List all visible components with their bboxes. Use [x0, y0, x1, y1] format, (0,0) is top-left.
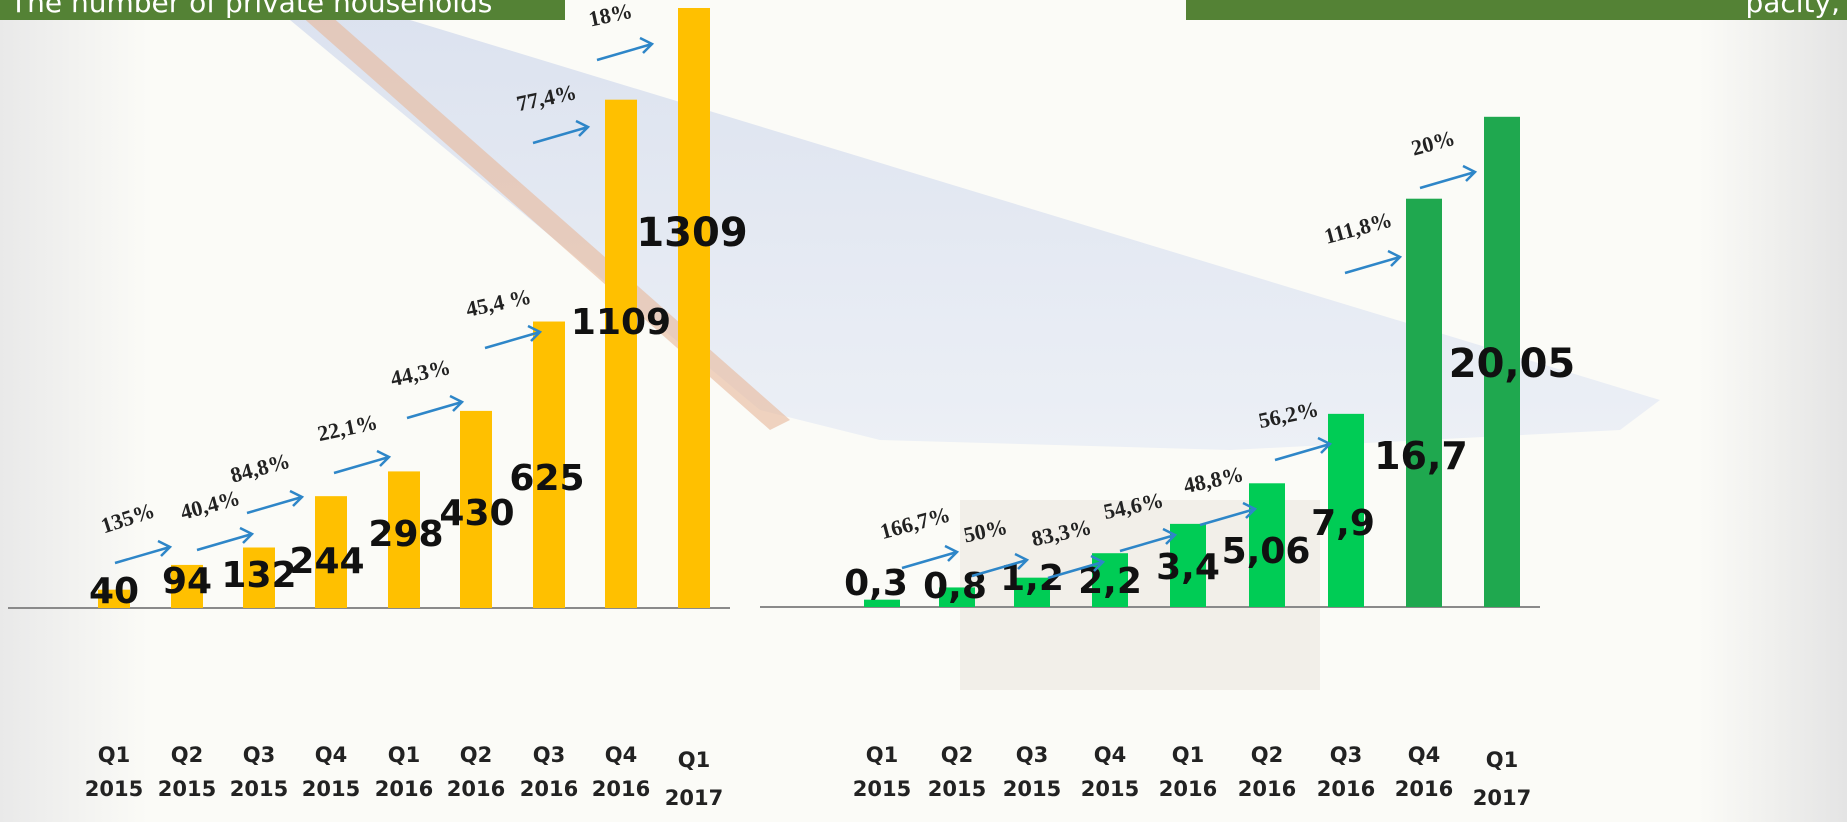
value-label: 430	[439, 493, 514, 534]
x-tick-label-line: 2016	[375, 777, 433, 801]
x-tick-label-line: Q4	[605, 743, 637, 767]
x-tick-label-line: Q1	[1486, 748, 1518, 772]
x-tick-label-line: 2016	[1159, 777, 1217, 801]
x-tick-label-line: 2015	[928, 777, 986, 801]
value-label: 3,4	[1156, 547, 1220, 588]
bar	[605, 100, 637, 608]
x-tick-label-line: 2015	[230, 777, 288, 801]
value-label: 1309	[636, 210, 747, 256]
value-label: 625	[509, 458, 584, 499]
x-tick-label-line: Q1	[388, 743, 420, 767]
value-label: 1109	[571, 302, 671, 343]
x-tick-label-line: 2016	[1238, 777, 1296, 801]
x-tick-label-line: Q2	[1251, 743, 1283, 767]
bar	[1406, 199, 1442, 607]
x-tick-label-line: Q3	[533, 743, 565, 767]
x-tick-label-line: Q1	[1172, 743, 1204, 767]
x-tick-label-line: 2015	[1003, 777, 1061, 801]
x-tick-label-line: Q4	[1094, 743, 1126, 767]
bar	[678, 8, 710, 608]
x-tick-label-line: Q3	[1016, 743, 1048, 767]
x-tick-label-line: 2015	[853, 777, 911, 801]
x-tick-label-line: 2017	[1473, 786, 1531, 810]
chart-title: The number of private households	[9, 0, 492, 19]
value-label: 16,7	[1374, 434, 1468, 478]
chart-page: The number of private households 40 Q1 2015…	[0, 0, 1847, 822]
value-label: 244	[289, 541, 364, 582]
value-label: 7,9	[1311, 503, 1375, 544]
x-tick-label-line: 2017	[665, 786, 723, 810]
chart-title: pacity,	[1745, 0, 1840, 19]
value-label: 132	[221, 555, 296, 596]
x-tick-label-line: 2015	[302, 777, 360, 801]
value-label: 94	[162, 561, 212, 602]
x-tick-label-line: Q1	[98, 743, 130, 767]
value-label: 5,06	[1222, 531, 1311, 572]
x-tick-label-line: 2016	[592, 777, 650, 801]
x-tick-label-line: 2016	[1317, 777, 1375, 801]
x-tick-label-line: Q4	[315, 743, 347, 767]
value-label: 0,8	[923, 566, 987, 607]
value-label: 40	[89, 571, 139, 612]
x-tick-label-line: 2016	[447, 777, 505, 801]
x-tick-label-line: Q3	[1330, 743, 1362, 767]
value-label: 298	[368, 514, 443, 555]
x-tick-label-line: Q4	[1408, 743, 1440, 767]
x-tick-label-line: 2015	[1081, 777, 1139, 801]
value-label: 0,3	[844, 563, 908, 604]
x-tick-label-line: 2015	[158, 777, 216, 801]
x-tick-label-line: Q1	[678, 748, 710, 772]
x-tick-label-line: 2015	[85, 777, 143, 801]
x-tick-label-line: Q2	[460, 743, 492, 767]
x-tick-label-line: Q2	[171, 743, 203, 767]
x-tick-label-line: Q1	[866, 743, 898, 767]
value-label: 20,05	[1449, 341, 1576, 387]
x-tick-label-line: Q3	[243, 743, 275, 767]
x-tick-label-line: Q2	[941, 743, 973, 767]
x-tick-label-line: 2016	[1395, 777, 1453, 801]
x-tick-label-line: 2016	[520, 777, 578, 801]
